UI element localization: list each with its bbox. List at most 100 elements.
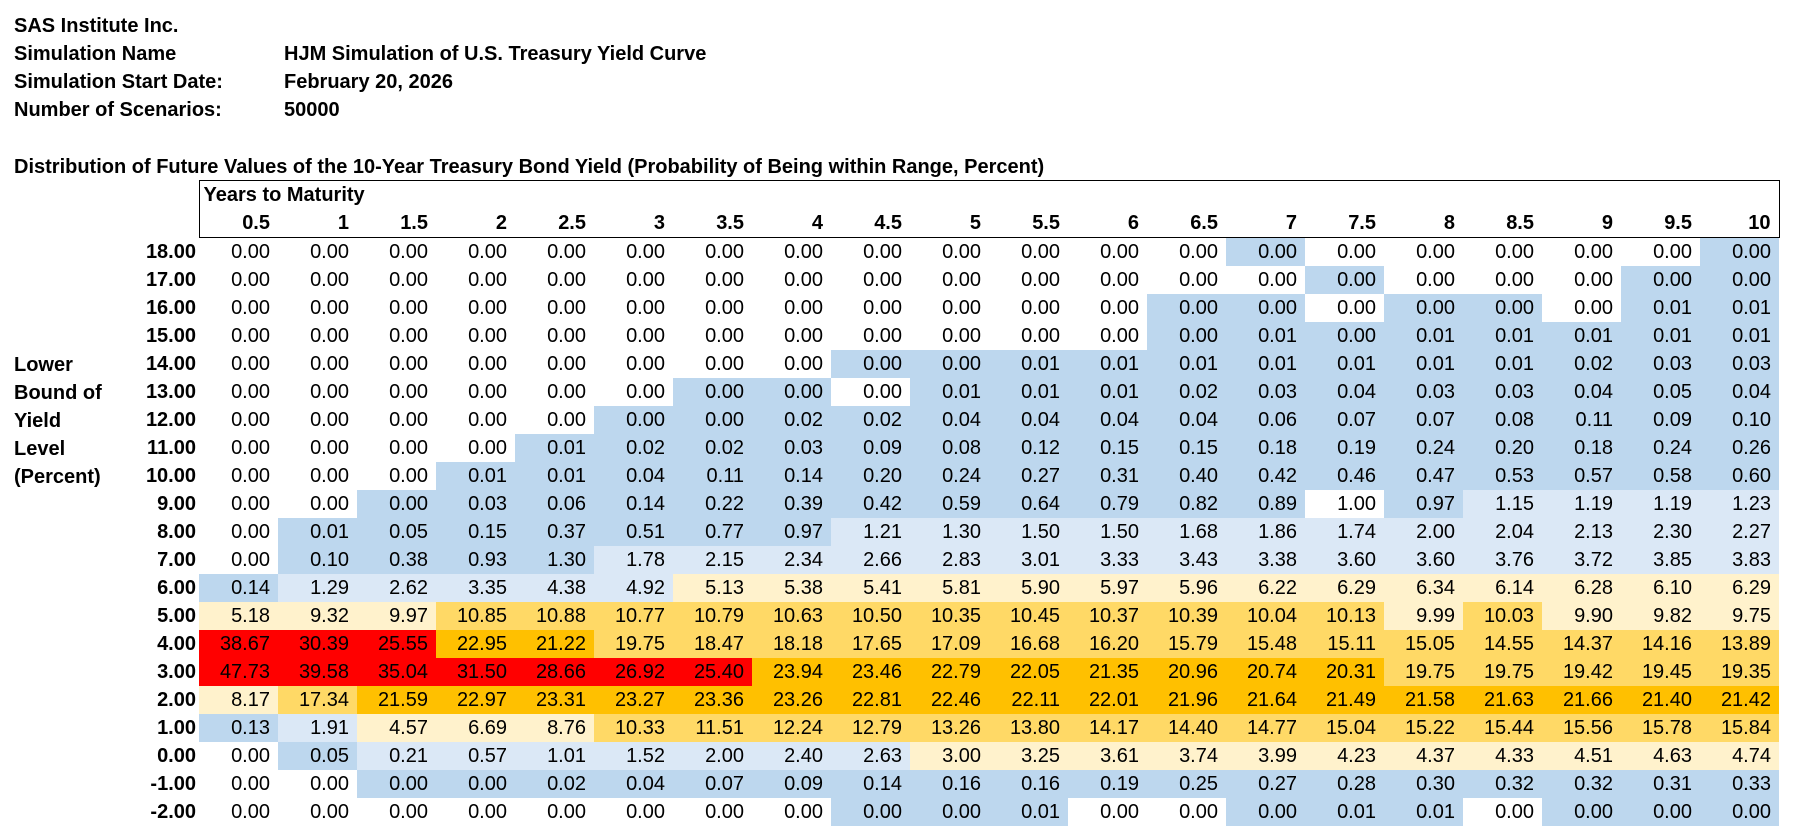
table-cell: 0.53 [1463,462,1542,490]
table-cell: 0.02 [594,434,673,462]
table-cell: 0.04 [1700,378,1779,406]
table-cell: 0.00 [199,490,278,518]
table-cell: 1.21 [831,518,910,546]
corner-cell [120,209,199,238]
table-cell: 6.28 [1542,574,1621,602]
row-label: 1.00 [157,717,196,739]
table-cell: 0.22 [673,490,752,518]
table-cell: 10.37 [1068,602,1147,630]
table-cell: 0.00 [278,462,357,490]
row-axis-label-line: Bound of [14,382,102,404]
table-cell: 0.09 [831,434,910,462]
table-cell: 0.00 [1700,798,1779,826]
table-cell: 0.00 [515,322,594,350]
row-label: 8.00 [157,521,196,543]
table-cell: 0.00 [673,294,752,322]
table-cell: 0.33 [1700,770,1779,798]
table-cell: 10.77 [594,602,673,630]
table-cell: 0.00 [1068,322,1147,350]
table-cell: 0.00 [199,322,278,350]
table-cell: 1.30 [515,546,594,574]
table-cell: 23.94 [752,658,831,686]
table-cell: 1.30 [910,518,989,546]
column-header: 1 [278,209,357,238]
table-cell: 10.63 [752,602,831,630]
table-cell: 4.92 [594,574,673,602]
table-cell: 0.00 [752,798,831,826]
table-cell: 1.19 [1621,490,1700,518]
table-row: 10.00 0.00 0.00 0.00 0.01 0.01 0.04 0.11 0.14 0.2… [120,462,1779,490]
table-cell: 15.44 [1463,714,1542,742]
table-cell: 0.32 [1542,770,1621,798]
table-cell: 21.59 [357,686,436,714]
table-cell: 19.75 [1463,658,1542,686]
table-cell: 4.33 [1463,742,1542,770]
table-cell: 0.00 [357,266,436,294]
table-cell: 3.61 [1068,742,1147,770]
table-cell: 0.00 [199,546,278,574]
table-cell: 0.06 [1226,406,1305,434]
table-cell: 0.02 [515,770,594,798]
table-cell: 21.22 [515,630,594,658]
table-row: 5.00 5.18 9.32 9.97 10.85 10.88 10.77 10.79 10.6… [120,602,1779,630]
table-cell: 6.10 [1621,574,1700,602]
table-cell: 0.00 [910,294,989,322]
table-cell: 10.88 [515,602,594,630]
table-cell: 4.38 [515,574,594,602]
table-cell: 0.30 [1384,770,1463,798]
table-cell: 0.00 [1226,294,1305,322]
table-cell: 0.15 [1068,434,1147,462]
table-cell: 5.41 [831,574,910,602]
table-cell: 0.00 [1226,798,1305,826]
table-cell: 15.11 [1305,630,1384,658]
table-cell: 0.01 [436,462,515,490]
table-cell: 0.59 [910,490,989,518]
table-cell: 0.00 [594,294,673,322]
table-cell: 0.00 [515,406,594,434]
table-cell: 5.81 [910,574,989,602]
table-cell: 0.00 [199,770,278,798]
row-axis-label-line: Lower [14,354,73,376]
table-cell: 0.82 [1147,490,1226,518]
table-cell: 21.35 [1068,658,1147,686]
table-cell: 14.37 [1542,630,1621,658]
table-cell: 0.00 [515,266,594,294]
column-header: 6.5 [1147,209,1226,238]
table-cell: 9.90 [1542,602,1621,630]
table-cell: 0.02 [673,434,752,462]
table-cell: 15.79 [1147,630,1226,658]
table-cell: 0.00 [989,294,1068,322]
row-label: 6.00 [157,577,196,599]
table-cell: 0.00 [752,294,831,322]
table-cell: 0.00 [357,322,436,350]
table-cell: 0.31 [1068,462,1147,490]
corner-cell [120,181,199,210]
table-cell: 1.50 [1068,518,1147,546]
table-cell: 0.00 [515,294,594,322]
table-cell: 0.01 [1068,378,1147,406]
table-cell: 0.64 [989,490,1068,518]
table-row: 14.00 0.00 0.00 0.00 0.00 0.00 0.00 0.00 0.00 0.0… [120,350,1779,378]
table-cell: 1.19 [1542,490,1621,518]
table-cell: 0.00 [278,322,357,350]
table-cell: 0.00 [594,322,673,350]
table-cell: 0.13 [199,714,278,742]
table-cell: 0.00 [1700,237,1779,266]
table-cell: 3.85 [1621,546,1700,574]
scenarios-label: Number of Scenarios: [14,99,222,121]
table-cell: 1.91 [278,714,357,742]
table-cell: 11.51 [673,714,752,742]
table-cell: 0.00 [278,406,357,434]
table-cell: 0.00 [673,237,752,266]
table-cell: 15.04 [1305,714,1384,742]
table-cell: 0.00 [1226,266,1305,294]
column-header: 8 [1384,209,1463,238]
column-header: 9.5 [1621,209,1700,238]
table-cell: 0.89 [1226,490,1305,518]
table-cell: 0.00 [357,434,436,462]
column-header: 2 [436,209,515,238]
table-cell: 0.20 [1463,434,1542,462]
table-cell: 0.00 [594,237,673,266]
table-cell: 6.34 [1384,574,1463,602]
table-cell: 1.78 [594,546,673,574]
